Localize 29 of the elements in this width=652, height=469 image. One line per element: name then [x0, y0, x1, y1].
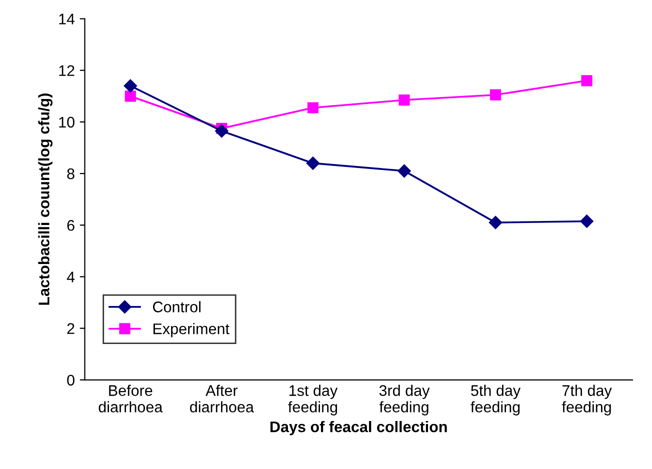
y-tick-label: 14: [59, 14, 75, 24]
y-tick-label: 4: [66, 272, 75, 282]
point: [581, 75, 592, 86]
x-tick-label: 5th day feeding: [470, 384, 521, 416]
point: [488, 216, 502, 230]
point: [215, 124, 228, 138]
x-tick-label: After diarrhoea: [190, 384, 254, 412]
y-tick-label: 0: [67, 374, 74, 386]
y-tick-label: 12: [59, 65, 74, 76]
x-tick-label: 3rd day feeding: [379, 384, 430, 416]
y-tick-label: 6: [67, 220, 74, 231]
point: [124, 90, 136, 102]
point: [580, 214, 594, 228]
point: [124, 79, 137, 92]
point: [307, 102, 319, 114]
point: [398, 94, 410, 106]
y-tick-label: 10: [59, 116, 74, 128]
point: [398, 164, 411, 178]
y-tick-label: 8: [67, 168, 74, 180]
x-axis-title: Days of feacal collection: [270, 421, 447, 436]
x-tick-label: 7th day feeding: [562, 384, 612, 416]
y-tick-label: 2: [67, 323, 74, 334]
y-axis-title: Lactobacilli couunt(log cfu/g): [38, 94, 52, 305]
legend-label: Experiment: [153, 323, 230, 338]
x-tick-label: 1st day feeding: [288, 384, 338, 416]
point: [306, 156, 320, 170]
x-tick-label: Before diarrhoea: [98, 384, 163, 412]
legend-label: Control: [153, 301, 200, 312]
point: [490, 89, 502, 100]
